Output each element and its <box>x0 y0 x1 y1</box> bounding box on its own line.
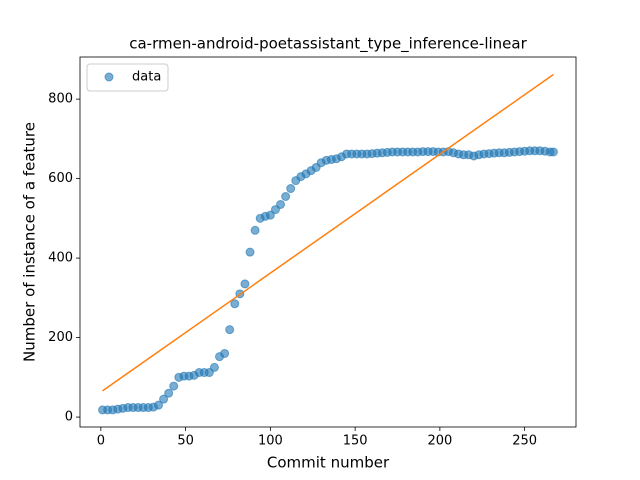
x-tick-label: 150 <box>343 434 368 449</box>
data-point <box>240 279 250 289</box>
y-tick-label: 600 <box>48 171 73 186</box>
x-tick-label: 250 <box>512 434 537 449</box>
data-point <box>225 325 235 335</box>
x-axis-label: Commit number <box>267 454 390 472</box>
data-point <box>265 210 275 220</box>
x-tick-label: 0 <box>97 434 105 449</box>
axes-frame <box>79 56 577 428</box>
data-point <box>276 199 286 209</box>
data-point <box>159 394 169 404</box>
data-point <box>281 191 291 201</box>
x-tick-label: 100 <box>258 434 283 449</box>
x-tick-label: 200 <box>427 434 452 449</box>
data-point <box>220 348 230 358</box>
plot-area <box>98 73 558 415</box>
y-axis-label: Number of instance of a feature <box>21 122 39 362</box>
chart-title: ca-rmen-android-poetassistant_type_infer… <box>129 35 527 54</box>
legend-marker <box>104 72 114 82</box>
y-tick-label: 800 <box>48 92 73 107</box>
data-point <box>250 225 260 235</box>
data-point <box>548 147 558 157</box>
legend-box <box>86 63 169 92</box>
data-point <box>230 299 240 309</box>
data-point <box>164 388 174 398</box>
data-point <box>153 400 163 410</box>
data-point <box>169 381 179 391</box>
y-tick-label: 400 <box>48 251 73 266</box>
legend-label: data <box>132 70 161 85</box>
data-point <box>286 184 296 194</box>
y-tick-label: 200 <box>48 330 73 345</box>
fit-line <box>102 73 554 392</box>
x-tick-label: 50 <box>177 434 194 449</box>
data-point <box>209 362 219 372</box>
y-tick-label: 0 <box>65 410 73 425</box>
data-point <box>245 247 255 257</box>
